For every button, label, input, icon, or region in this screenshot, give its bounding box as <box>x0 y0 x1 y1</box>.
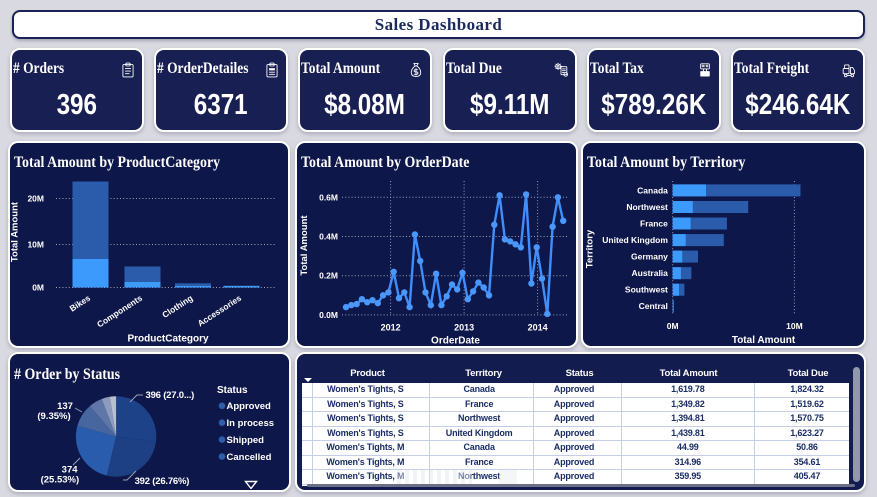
svg-text:0M: 0M <box>32 283 44 293</box>
svg-text:(25.53%): (25.53%) <box>41 475 80 486</box>
svg-text:France: France <box>640 219 668 229</box>
svg-text:Approved: Approved <box>227 401 272 412</box>
svg-text:Accessories: Accessories <box>196 293 244 329</box>
svg-text:Components: Components <box>95 293 144 330</box>
svg-text:374: 374 <box>62 465 79 476</box>
svg-text:Canada: Canada <box>637 185 668 195</box>
svg-text:392 (26.76%): 392 (26.76%) <box>135 476 190 487</box>
svg-text:Central: Central <box>639 301 668 311</box>
svg-text:2013: 2013 <box>454 323 474 333</box>
svg-text:0.0M: 0.0M <box>319 310 338 320</box>
svg-text:(9.35%): (9.35%) <box>37 411 70 422</box>
svg-text:Germany: Germany <box>631 252 668 262</box>
svg-text:2014: 2014 <box>527 323 547 333</box>
svg-text:0.6M: 0.6M <box>319 192 338 202</box>
svg-text:Clothing: Clothing <box>160 293 194 320</box>
svg-text:10M: 10M <box>27 240 44 250</box>
svg-text:Total Amount: Total Amount <box>299 215 310 276</box>
svg-text:Total Amount: Total Amount <box>732 335 796 345</box>
svg-text:Total Amount: Total Amount <box>10 201 21 262</box>
svg-text:TAX: TAX <box>701 71 709 76</box>
svg-text:In process: In process <box>227 418 275 429</box>
svg-text:OrderDate: OrderDate <box>431 336 480 346</box>
svg-text:2012: 2012 <box>380 323 400 333</box>
svg-text:0.2M: 0.2M <box>319 271 338 281</box>
svg-text:0M: 0M <box>667 321 679 331</box>
svg-text:0.4M: 0.4M <box>319 232 338 242</box>
svg-text:Shipped: Shipped <box>227 435 265 446</box>
svg-text:Bikes: Bikes <box>68 293 93 314</box>
svg-text:10M: 10M <box>786 321 803 331</box>
svg-text:Status: Status <box>217 385 248 396</box>
svg-text:Southwest: Southwest <box>625 285 668 295</box>
svg-text:ProductCategory: ProductCategory <box>127 334 209 345</box>
svg-text:United Kingdom: United Kingdom <box>602 235 668 245</box>
svg-text:Territory: Territory <box>585 229 596 268</box>
svg-text:Northwest: Northwest <box>626 202 668 212</box>
svg-text:137: 137 <box>57 401 73 412</box>
svg-text:20M: 20M <box>27 194 44 204</box>
svg-text:Australia: Australia <box>632 268 669 278</box>
svg-text:396 (27.0...): 396 (27.0...) <box>146 390 195 401</box>
svg-text:Cancelled: Cancelled <box>227 452 272 463</box>
